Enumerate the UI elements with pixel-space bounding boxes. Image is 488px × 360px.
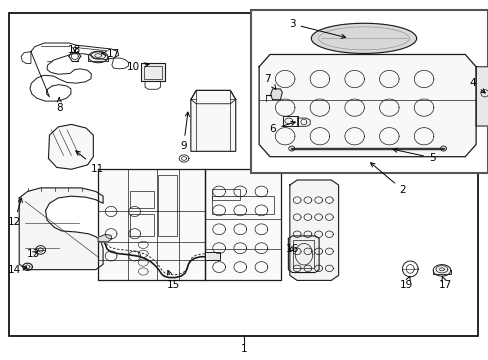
Polygon shape — [270, 89, 282, 100]
Text: 4: 4 — [468, 78, 484, 93]
Text: 14: 14 — [8, 265, 27, 275]
Text: 1: 1 — [241, 344, 247, 354]
Bar — [130, 214, 154, 236]
Bar — [158, 175, 176, 236]
Text: 9: 9 — [180, 112, 189, 151]
Polygon shape — [432, 265, 450, 276]
Bar — [141, 63, 164, 81]
Text: 5: 5 — [392, 148, 435, 163]
Text: 17: 17 — [438, 276, 451, 290]
Text: 19: 19 — [399, 276, 412, 290]
Polygon shape — [311, 23, 416, 53]
Bar — [250, 10, 488, 173]
Text: 15: 15 — [167, 270, 180, 290]
Bar — [144, 66, 161, 78]
Text: 3: 3 — [288, 19, 345, 39]
Polygon shape — [98, 169, 205, 280]
Polygon shape — [475, 67, 488, 126]
Text: 16: 16 — [285, 244, 298, 254]
Text: 6: 6 — [269, 121, 295, 134]
Bar — [211, 196, 273, 214]
Bar — [205, 252, 220, 260]
Polygon shape — [48, 125, 93, 169]
Text: 11: 11 — [76, 151, 103, 174]
Text: 10: 10 — [126, 62, 149, 72]
Polygon shape — [190, 90, 235, 151]
Text: 8: 8 — [56, 98, 62, 113]
Text: 7: 7 — [264, 74, 275, 89]
Polygon shape — [205, 169, 281, 280]
Polygon shape — [19, 188, 103, 270]
Polygon shape — [259, 54, 475, 157]
Polygon shape — [98, 234, 112, 242]
Text: 12: 12 — [8, 198, 22, 227]
Text: 13: 13 — [27, 248, 41, 258]
Text: 17: 17 — [102, 49, 120, 59]
Bar — [130, 192, 154, 208]
Bar — [211, 189, 240, 201]
Polygon shape — [288, 236, 319, 273]
Polygon shape — [289, 180, 338, 280]
Bar — [293, 240, 313, 268]
Text: 18: 18 — [68, 45, 81, 55]
Text: 2: 2 — [370, 163, 406, 195]
Polygon shape — [88, 51, 108, 63]
